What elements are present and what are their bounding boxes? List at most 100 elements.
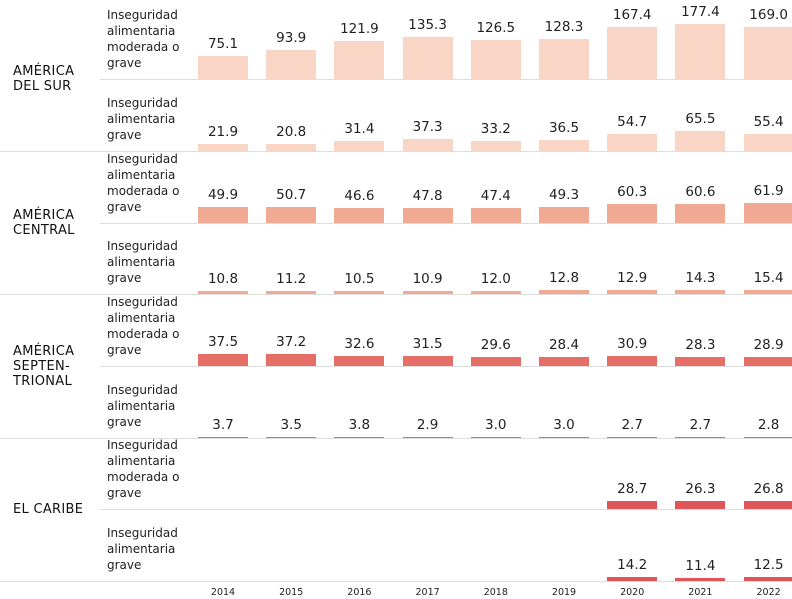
bar xyxy=(675,436,726,438)
row-label: Inseguridad alimentaria moderada o grave xyxy=(107,437,179,501)
region-label-line: CENTRAL xyxy=(13,222,75,238)
x-tick-label: 2018 xyxy=(483,587,508,598)
bar xyxy=(402,290,453,295)
row-label-line: Inseguridad xyxy=(107,438,178,453)
bar xyxy=(402,139,453,151)
bar xyxy=(675,357,726,366)
bar xyxy=(539,290,589,295)
row-label-line: grave xyxy=(107,56,142,71)
value-label: 29.6 xyxy=(480,336,511,353)
region-label-line: DEL SUR xyxy=(13,79,72,95)
value-label: 60.6 xyxy=(685,183,716,200)
value-label: 177.4 xyxy=(681,4,720,21)
bar xyxy=(607,133,658,151)
bar xyxy=(743,501,792,510)
value-label: 11.2 xyxy=(276,270,307,287)
row-label-line: grave xyxy=(107,127,142,142)
row-label: Inseguridad alimentaria grave xyxy=(107,525,178,573)
row-label: Inseguridad alimentaria moderada o grave xyxy=(107,7,179,71)
value-label: 14.2 xyxy=(617,556,648,573)
bar xyxy=(743,203,792,223)
bar xyxy=(198,207,248,223)
bar xyxy=(539,357,589,366)
x-tick-label: 2015 xyxy=(279,587,304,598)
region-label-line: TRIONAL xyxy=(13,373,73,389)
region-label-line: AMÉRICA xyxy=(13,343,75,359)
value-label: 54.7 xyxy=(617,113,648,130)
bar xyxy=(607,436,658,438)
value-label: 2.7 xyxy=(689,416,712,433)
bar xyxy=(675,289,726,295)
separator xyxy=(0,437,792,439)
bar xyxy=(743,436,792,438)
row-label-line: Inseguridad xyxy=(107,151,178,166)
region-label-line: EL CARIBE xyxy=(13,501,84,517)
bar xyxy=(402,207,453,223)
row-label-line: grave xyxy=(107,343,142,357)
row-label-line: grave xyxy=(107,199,142,214)
row-label-line: Inseguridad xyxy=(107,295,178,309)
value-label: 135.3 xyxy=(408,17,447,34)
value-label: 30.9 xyxy=(617,336,648,353)
value-label: 11.4 xyxy=(685,557,716,574)
bar xyxy=(470,290,521,295)
bar xyxy=(334,291,385,295)
value-label: 55.4 xyxy=(753,113,784,130)
x-tick-label: 2017 xyxy=(415,587,440,598)
bar xyxy=(539,139,589,151)
row-label-line: alimentaria xyxy=(107,398,176,413)
row-label-line: alimentaria xyxy=(107,255,176,270)
region-label: AMÉRICA CENTRAL xyxy=(13,208,75,238)
value-label: 121.9 xyxy=(340,21,379,38)
x-tick-label: 2016 xyxy=(347,587,372,598)
x-tick-label: 2022 xyxy=(756,587,781,598)
value-label: 36.5 xyxy=(548,119,580,136)
value-label: 20.8 xyxy=(276,124,307,141)
value-label: 31.4 xyxy=(344,121,375,138)
value-label: 60.3 xyxy=(617,183,648,200)
bar xyxy=(743,289,792,295)
value-label: 93.9 xyxy=(276,30,307,47)
value-label: 12.5 xyxy=(753,557,784,574)
value-label: 26.8 xyxy=(753,481,784,498)
row-label-line: alimentaria xyxy=(107,111,176,126)
bar xyxy=(470,207,521,223)
value-label: 28.9 xyxy=(753,337,784,354)
bar xyxy=(266,354,317,366)
bar xyxy=(198,354,248,366)
value-label: 10.9 xyxy=(412,270,443,287)
row-label-line: alimentaria xyxy=(107,542,176,557)
row-label-line: grave xyxy=(107,271,142,286)
bar xyxy=(607,203,658,223)
row-label-line: alimentaria xyxy=(107,311,176,325)
row-label-line: alimentaria xyxy=(107,454,176,469)
bar xyxy=(675,501,726,510)
value-label: 28.4 xyxy=(548,337,580,354)
row-label-line: Inseguridad xyxy=(107,239,178,254)
bar xyxy=(334,208,385,223)
bar xyxy=(539,39,589,80)
value-label: 3.7 xyxy=(212,416,234,433)
bar xyxy=(607,356,658,366)
bar xyxy=(334,41,385,80)
value-label: 3.0 xyxy=(553,416,575,433)
value-label: 47.8 xyxy=(412,187,443,204)
row-label-line: alimentaria xyxy=(107,24,176,39)
bar xyxy=(743,577,792,582)
row-label-line: Inseguridad xyxy=(107,8,178,23)
value-label: 28.3 xyxy=(685,337,716,354)
bar xyxy=(470,436,521,438)
value-label: 37.2 xyxy=(276,334,307,351)
value-label: 169.0 xyxy=(749,6,788,23)
bar xyxy=(607,500,658,510)
row-label-line: moderada o xyxy=(107,183,180,198)
row-label-line: Inseguridad xyxy=(107,526,178,541)
bar xyxy=(470,39,521,80)
bar xyxy=(334,141,385,151)
value-label: 126.5 xyxy=(476,19,516,36)
bar xyxy=(675,130,726,151)
region-label: AMÉRICA SEPTEN- TRIONAL xyxy=(13,344,74,389)
value-label: 3.8 xyxy=(348,416,371,433)
bar xyxy=(266,436,317,438)
bar xyxy=(334,355,385,366)
